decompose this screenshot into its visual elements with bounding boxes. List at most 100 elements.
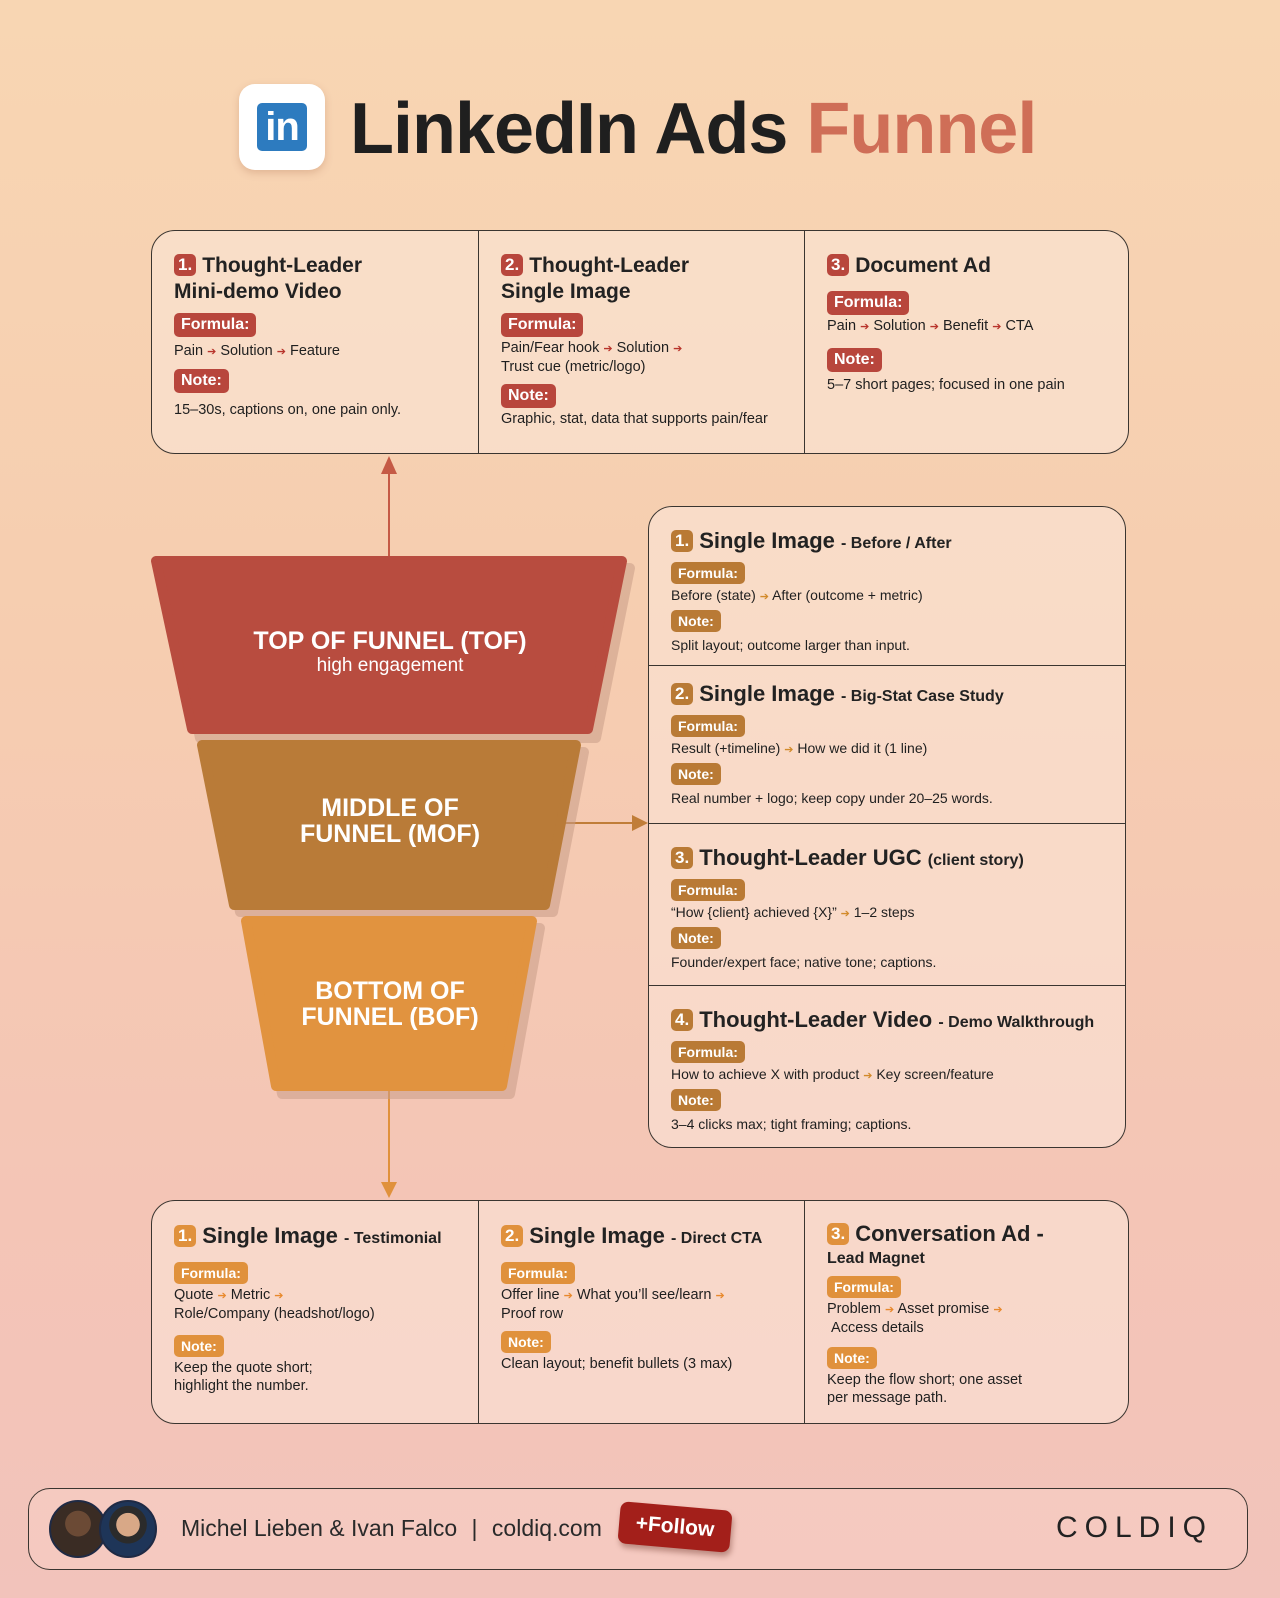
- formula-step: Feature: [290, 343, 340, 359]
- tof-title: TOP OF FUNNEL (TOF): [253, 627, 527, 655]
- arrow-right-icon: ➔: [673, 343, 683, 355]
- formula-step: Solution: [220, 343, 273, 359]
- formula-label: Formula:: [501, 313, 584, 337]
- card-title: 1. Single Image - Before / After: [671, 527, 1105, 558]
- formula-label: Formula:: [671, 879, 745, 901]
- title-main: Thought-Leader UGC: [699, 845, 922, 870]
- formula-step: Proof row: [501, 1306, 564, 1322]
- formula-step: Access details: [831, 1320, 924, 1336]
- arrow-right-icon: ➔: [207, 346, 217, 358]
- note-text: Graphic, stat, data that supports pain/f…: [501, 411, 768, 427]
- arrow-right-icon: ➔: [217, 1290, 227, 1302]
- formula-text: Pain ➔ Solution ➔ Benefit ➔ CTA: [827, 317, 1106, 336]
- formula-step: Result (+timeline): [671, 740, 781, 756]
- formula-label: Formula:: [671, 1041, 745, 1063]
- formula-text: How to achieve X with product ➔ Key scre…: [671, 1065, 1105, 1085]
- title-main: Single Image: [699, 528, 835, 553]
- formula-step: Pain: [827, 318, 857, 334]
- tof-card-2: 2. Thought-Leader Single Image Formula: Pa…: [478, 231, 804, 453]
- formula-text: Problem ➔ Asset promise ➔ Access details: [827, 1300, 1106, 1337]
- author-credits: Michel Lieben & Ivan Falco | coldiq.com: [181, 1515, 602, 1542]
- note-text: Founder/expert face; native tone; captio…: [671, 954, 937, 970]
- arrow-right-icon: ➔: [863, 1070, 873, 1082]
- bof-title-line: BOTTOM OF: [315, 977, 465, 1005]
- formula-label: Formula:: [671, 715, 745, 737]
- formula-step: Problem: [827, 1301, 881, 1317]
- number-badge: 2.: [501, 254, 524, 276]
- formula-step: How to achieve X with product: [671, 1066, 860, 1082]
- formula-label: Formula:: [174, 1262, 248, 1284]
- formula-step: Key screen/feature: [876, 1066, 994, 1082]
- title-sub: - Direct CTA: [671, 1230, 763, 1247]
- arrow-right-icon: ➔: [885, 1304, 895, 1316]
- tof-ad-panel: 1. Thought-Leader Mini-demo Video Formula:…: [151, 230, 1129, 454]
- note-line: Keep the quote short;: [174, 1360, 313, 1376]
- number-badge: 3.: [671, 847, 694, 869]
- note-text: Keep the flow short; one asset per messag…: [827, 1371, 1106, 1407]
- note-label: Note:: [671, 610, 721, 632]
- formula-text: Pain ➔ Solution ➔ Feature: [174, 342, 456, 361]
- note-label: Note:: [174, 1335, 224, 1357]
- card-title: 2. Single Image - Big-Stat Case Study: [671, 680, 1105, 711]
- formula-step: What you’ll see/learn: [576, 1287, 712, 1303]
- card-title: 3. Conversation Ad - Lead Magnet: [827, 1223, 1106, 1270]
- title-sub: - Before / After: [841, 535, 952, 552]
- number-badge: 3.: [827, 254, 850, 276]
- title-line: Thought-Leader: [529, 254, 690, 277]
- title-main: LinkedIn Ads: [350, 89, 807, 169]
- note-text: 5–7 short pages; focused in one pain: [827, 377, 1065, 393]
- bof-ad-panel: 1. Single Image - Testimonial Formula: Qu…: [151, 1200, 1129, 1424]
- formula-step: Benefit: [943, 318, 989, 334]
- bof-card-2: 2. Single Image - Direct CTA Formula: Off…: [478, 1201, 804, 1423]
- formula-step: Solution: [616, 340, 670, 356]
- formula-label: Formula:: [501, 1262, 575, 1284]
- funnel-segment-bof: [241, 916, 537, 1091]
- separator: |: [471, 1515, 478, 1541]
- arrow-right-icon: [632, 815, 648, 831]
- formula-step: Offer line: [501, 1287, 560, 1303]
- mof-label: MIDDLE OF FUNNEL (MOF): [190, 795, 590, 847]
- card-title: 3. Thought-Leader UGC (client story): [671, 844, 1105, 875]
- arrow-up-icon: [381, 456, 397, 474]
- formula-label: Formula:: [827, 291, 910, 315]
- note-text: Real number + logo; keep copy under 20–2…: [671, 790, 993, 806]
- formula-step: Solution: [873, 318, 926, 334]
- arrow-right-icon: ➔: [993, 1304, 1003, 1316]
- mof-title-line: MIDDLE OF: [321, 794, 459, 822]
- card-title: 2. Thought-Leader Single Image: [501, 253, 782, 305]
- number-badge: 1.: [174, 1225, 197, 1247]
- arrow-right-icon: ➔: [274, 1290, 284, 1302]
- title-main: Single Image: [202, 1223, 338, 1248]
- formula-step: Pain/Fear hook: [501, 340, 600, 356]
- formula-step: Quote: [174, 1287, 214, 1303]
- note-label: Note:: [671, 763, 721, 785]
- tof-card-1: 1. Thought-Leader Mini-demo Video Formula:…: [152, 231, 478, 453]
- website-link[interactable]: coldiq.com: [491, 1515, 602, 1541]
- note-label: Note:: [671, 1089, 721, 1111]
- tof-subtitle: high engagement: [316, 655, 464, 676]
- arrow-right-icon: ➔: [603, 343, 613, 355]
- mof-card-2: 2. Single Image - Big-Stat Case Study For…: [649, 666, 1125, 824]
- title-line: Thought-Leader: [202, 254, 363, 277]
- avatar-ivan[interactable]: [99, 1500, 157, 1558]
- formula-step: Asset promise: [897, 1301, 990, 1317]
- title-sub: (client story): [927, 852, 1024, 869]
- formula-text: Pain/Fear hook ➔ Solution ➔ Trust cue (me…: [501, 339, 782, 376]
- title-main: Single Image: [529, 1223, 665, 1248]
- note-text: Clean layout; benefit bullets (3 max): [501, 1356, 733, 1372]
- formula-label: Formula:: [827, 1276, 901, 1298]
- formula-step: Before (state): [671, 587, 756, 603]
- mof-card-4: 4. Thought-Leader Video - Demo Walkthroug…: [649, 986, 1125, 1146]
- number-badge: 2.: [501, 1225, 524, 1247]
- title-line: Single Image: [501, 280, 631, 303]
- arrow-right-icon: ➔: [929, 321, 939, 333]
- coldiq-logo: COLDIQ: [1055, 1511, 1213, 1544]
- formula-step: “How {client} achieved {X}”: [671, 904, 837, 920]
- card-title: 1. Single Image - Testimonial: [174, 1223, 456, 1252]
- arrow-right-icon: ➔: [759, 591, 769, 603]
- arrow-right-icon: ➔: [840, 908, 850, 920]
- follow-button[interactable]: +Follow: [617, 1501, 733, 1553]
- note-label: Note:: [671, 927, 721, 949]
- page-title: LinkedIn Ads Funnel: [350, 86, 1037, 172]
- formula-step: Trust cue (metric/logo): [501, 359, 646, 375]
